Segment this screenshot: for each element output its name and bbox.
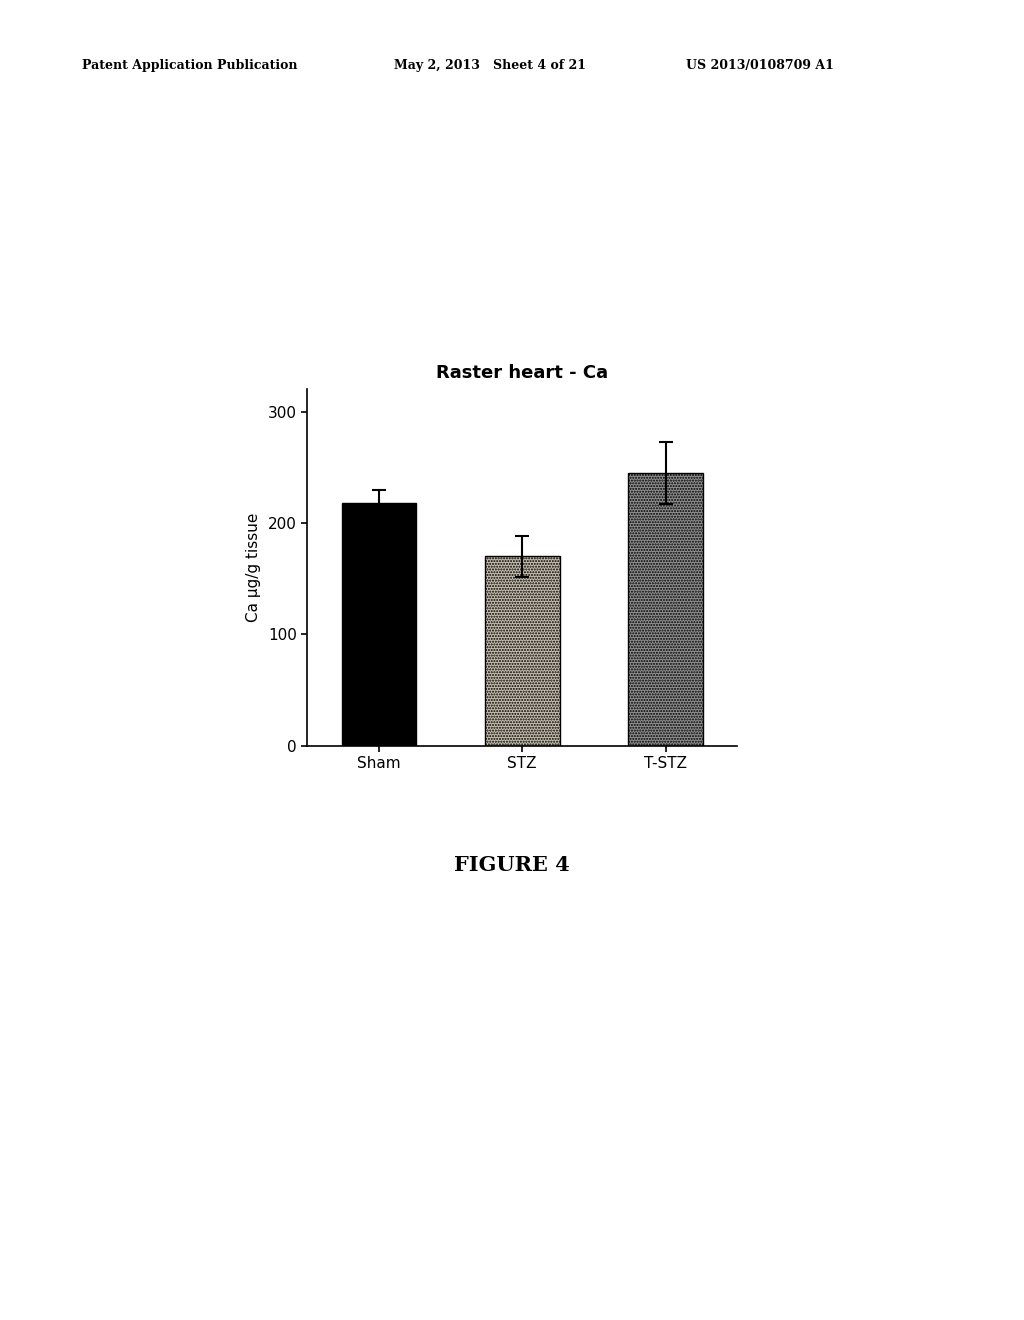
Text: May 2, 2013   Sheet 4 of 21: May 2, 2013 Sheet 4 of 21 (394, 59, 586, 73)
Text: FIGURE 4: FIGURE 4 (454, 854, 570, 875)
Bar (485, 557, 559, 746)
Bar (629, 473, 702, 746)
Title: Raster heart - Ca: Raster heart - Ca (436, 364, 608, 383)
Bar (342, 503, 416, 746)
Text: US 2013/0108709 A1: US 2013/0108709 A1 (686, 59, 834, 73)
Y-axis label: Ca μg/g tissue: Ca μg/g tissue (246, 513, 261, 622)
Text: Patent Application Publication: Patent Application Publication (82, 59, 297, 73)
